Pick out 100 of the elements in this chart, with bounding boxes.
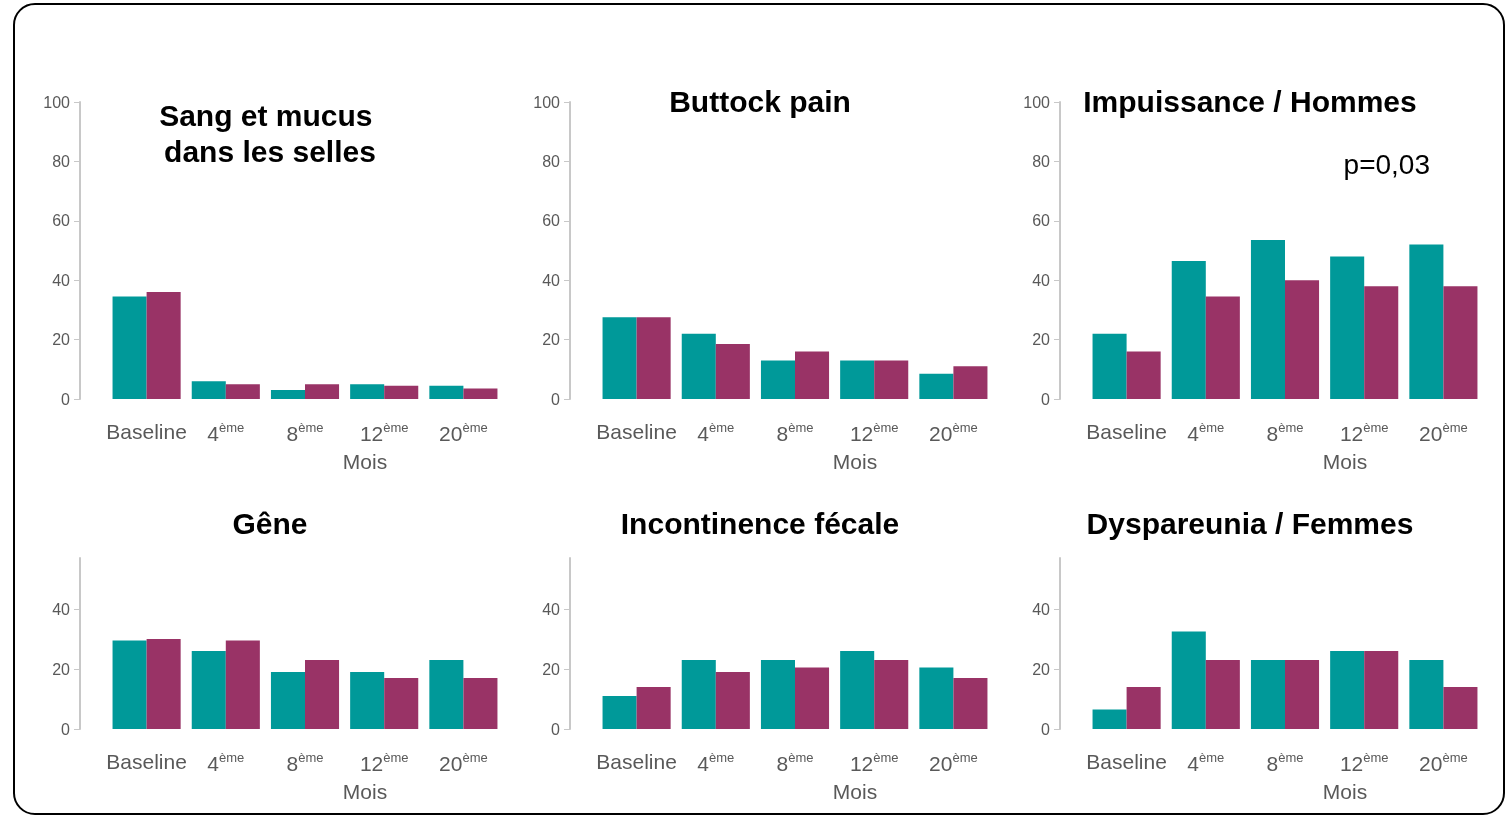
- y-tick-label: 40: [52, 271, 71, 289]
- bar: [874, 660, 909, 729]
- bar: [191, 381, 226, 399]
- bar: [305, 384, 340, 399]
- bar: [760, 660, 795, 729]
- chart-title: Gêne: [232, 506, 308, 540]
- bar: [1126, 351, 1161, 399]
- bar: [305, 660, 340, 729]
- chart-title: Impuissance / Hommes: [1083, 84, 1417, 118]
- annotation: p=0,03: [1343, 148, 1430, 180]
- y-tick-label: 20: [1032, 331, 1051, 349]
- bar: [1126, 687, 1161, 729]
- y-tick-label: 0: [1041, 390, 1051, 408]
- bar: [146, 639, 181, 729]
- bar: [384, 385, 419, 399]
- bar: [112, 296, 147, 399]
- bar: [1250, 660, 1285, 729]
- x-tick-label: Baseline: [106, 420, 187, 443]
- y-tick-label: 40: [52, 600, 71, 618]
- bar: [1443, 286, 1478, 399]
- bar: [1171, 631, 1206, 729]
- bar: [1171, 260, 1206, 399]
- bar: [1250, 240, 1285, 399]
- bar: [1205, 296, 1240, 399]
- bar: [270, 672, 305, 729]
- y-tick-label: 20: [542, 660, 561, 678]
- bar: [1364, 651, 1399, 729]
- x-axis-title: Mois: [832, 780, 878, 803]
- y-tick-label: 100: [533, 93, 561, 111]
- bar: [840, 360, 875, 399]
- x-axis-title: Mois: [342, 450, 388, 473]
- y-tick-label: 60: [542, 212, 561, 230]
- bar: [715, 344, 750, 399]
- y-tick-label: 40: [542, 271, 561, 289]
- x-axis-title: Mois: [1322, 450, 1368, 473]
- bar: [636, 317, 671, 399]
- bar: [919, 373, 954, 399]
- x-axis-title: Mois: [832, 450, 878, 473]
- bar: [874, 360, 909, 399]
- bar: [1092, 709, 1127, 729]
- x-tick-label: Baseline: [106, 750, 187, 773]
- bar: [795, 351, 830, 399]
- x-tick-label: Baseline: [1086, 750, 1167, 773]
- y-tick-label: 80: [542, 152, 561, 170]
- bar: [1364, 286, 1399, 399]
- chart-title: Dyspareunia / Femmes: [1086, 506, 1414, 540]
- bar: [602, 317, 637, 399]
- bar: [463, 388, 498, 399]
- bar: [953, 678, 988, 729]
- bar: [146, 292, 181, 399]
- y-tick-label: 20: [52, 660, 71, 678]
- bar: [1205, 660, 1240, 729]
- bar: [760, 360, 795, 399]
- bar: [225, 640, 260, 729]
- bar: [1443, 687, 1478, 729]
- bar: [191, 651, 226, 729]
- bar: [1330, 651, 1365, 729]
- y-tick-label: 80: [52, 152, 71, 170]
- bar: [1285, 280, 1320, 399]
- bar: [350, 384, 385, 399]
- text: Sang et mucus dans les selles: [159, 98, 381, 168]
- y-tick-label: 60: [52, 212, 71, 230]
- y-tick-label: 0: [61, 390, 71, 408]
- y-tick-label: 60: [1032, 212, 1051, 230]
- x-axis-title: Mois: [342, 780, 388, 803]
- bar: [270, 390, 305, 399]
- y-tick-label: 20: [1032, 660, 1051, 678]
- bar: [602, 696, 637, 729]
- x-tick-label: Baseline: [596, 750, 677, 773]
- y-tick-label: 80: [1032, 152, 1051, 170]
- bar: [1092, 333, 1127, 399]
- y-tick-label: 0: [61, 720, 71, 738]
- bar: [1330, 256, 1365, 399]
- y-tick-label: 40: [542, 600, 561, 618]
- bar: [429, 385, 464, 399]
- bar: [350, 672, 385, 729]
- chart-title: Buttock pain: [669, 84, 851, 118]
- bar: [384, 678, 419, 729]
- y-tick-label: 0: [1041, 720, 1051, 738]
- chart-title: Incontinence fécale: [620, 506, 900, 540]
- bar: [795, 667, 830, 729]
- x-tick-label: Baseline: [1086, 420, 1167, 443]
- bar: [840, 651, 875, 729]
- bar: [953, 366, 988, 399]
- bar: [636, 687, 671, 729]
- x-tick-label: Baseline: [596, 420, 677, 443]
- bar: [1285, 660, 1320, 729]
- bar: [919, 667, 954, 729]
- bar: [1409, 660, 1444, 729]
- bar: [225, 384, 260, 399]
- y-tick-label: 20: [52, 331, 71, 349]
- y-tick-label: 20: [542, 331, 561, 349]
- bar: [463, 678, 498, 729]
- bar: [112, 640, 147, 729]
- bar: [715, 672, 750, 729]
- y-tick-label: 40: [1032, 600, 1051, 618]
- y-tick-label: 40: [1032, 271, 1051, 289]
- bar: [681, 333, 716, 399]
- bar: [429, 660, 464, 729]
- y-tick-label: 100: [1023, 93, 1051, 111]
